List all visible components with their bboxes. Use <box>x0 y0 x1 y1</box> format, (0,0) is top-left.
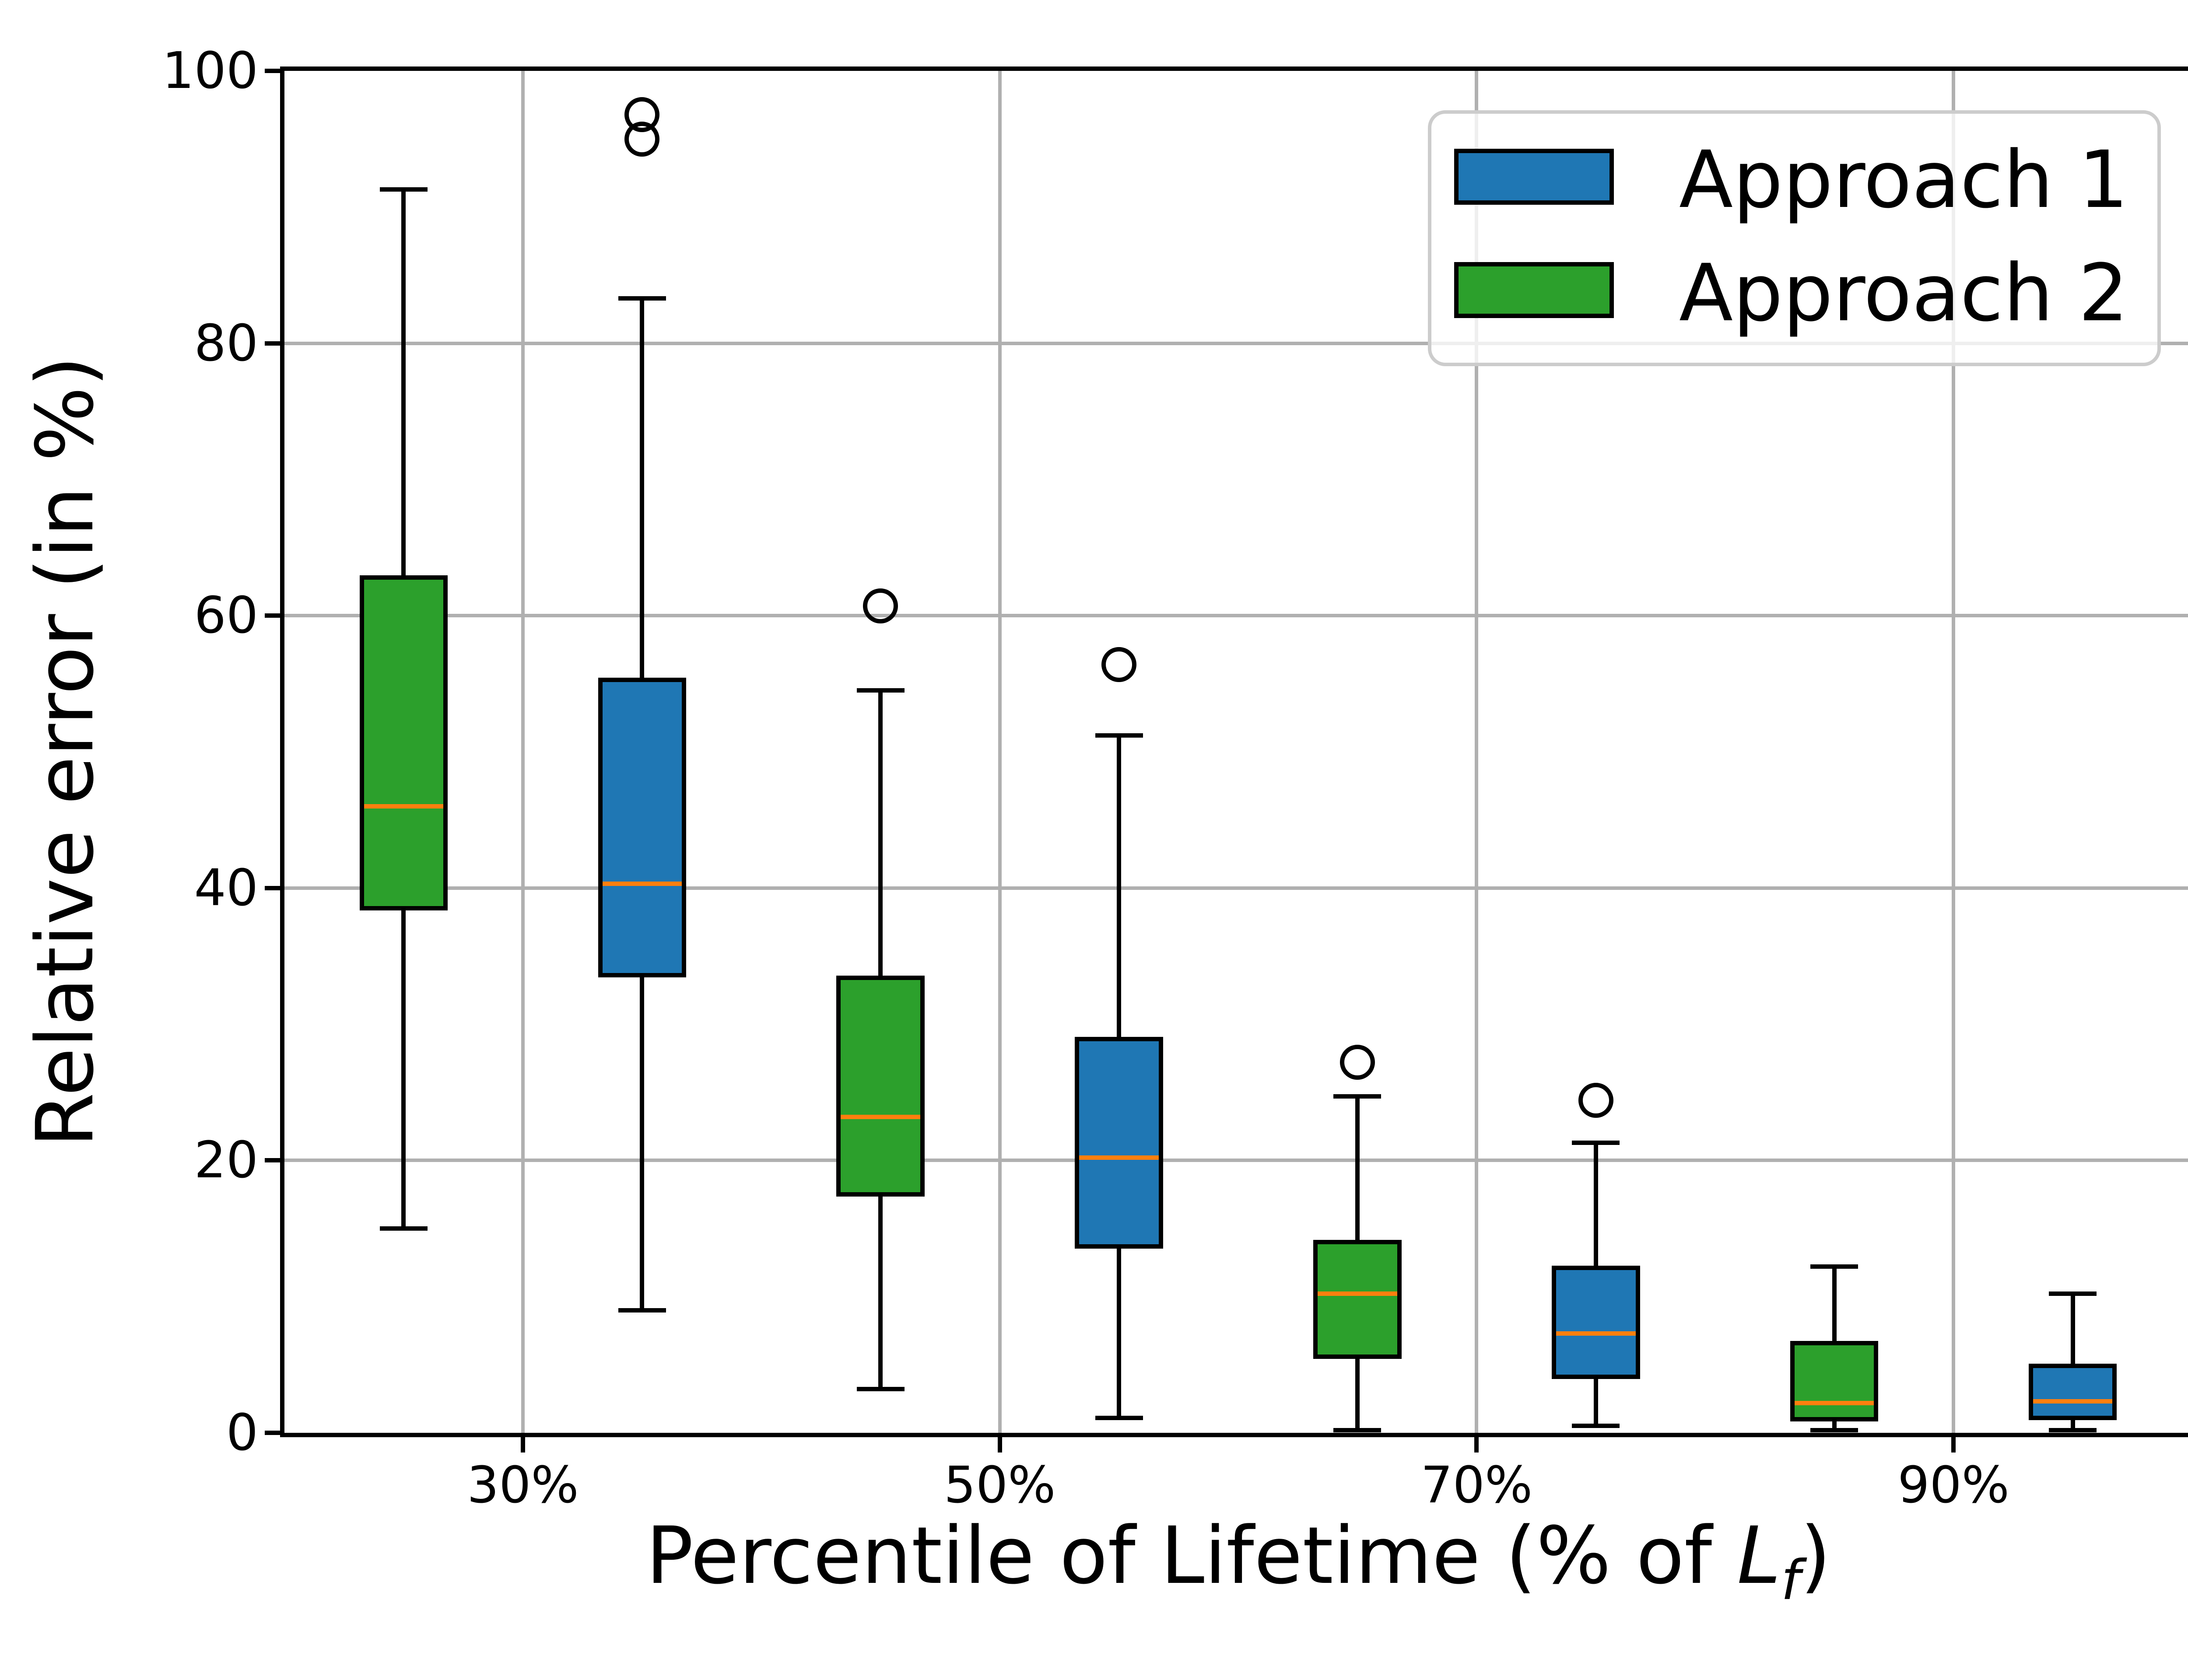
x-tick-label-90: 90% <box>1897 1456 2009 1515</box>
gridline-x-70 <box>1475 71 1479 1433</box>
gridline-x-50 <box>998 71 1002 1433</box>
whisker-cap-bottom-3 <box>856 1387 905 1392</box>
y-tick-label-60: 60 <box>194 586 258 645</box>
outlier-6-1 <box>1578 1083 1613 1118</box>
whisker-cap-top-3 <box>856 688 905 693</box>
gridline-y-60 <box>284 614 2188 618</box>
outlier-5-1 <box>1339 1045 1375 1080</box>
gridline-y-40 <box>284 886 2188 890</box>
x-axis-label-variable: L <box>1737 1510 1781 1602</box>
whisker-cap-bottom-2 <box>618 1308 666 1312</box>
legend-label-approach-1: Approach 1 <box>1679 134 2128 226</box>
median-line-5 <box>1318 1292 1397 1296</box>
box-2-approach-1 <box>598 677 687 978</box>
median-line-1 <box>364 804 444 809</box>
y-tick-label-0: 0 <box>226 1404 258 1462</box>
median-line-3 <box>841 1114 920 1119</box>
x-tick-70 <box>1474 1437 1479 1452</box>
whisker-cap-top-8 <box>2049 1292 2097 1296</box>
legend: Approach 1 Approach 2 <box>1428 110 2161 366</box>
legend-label-approach-2: Approach 2 <box>1679 248 2128 339</box>
outlier-4-1 <box>1101 647 1137 682</box>
whisker-cap-bottom-5 <box>1333 1428 1382 1432</box>
legend-swatch-approach-2 <box>1454 262 1614 318</box>
whisker-cap-top-4 <box>1095 733 1143 738</box>
whisker-cap-top-6 <box>1572 1140 1620 1145</box>
whisker-cap-top-7 <box>1810 1264 1858 1269</box>
x-axis-label-subscript: f <box>1781 1549 1800 1612</box>
whisker-cap-bottom-1 <box>379 1226 428 1231</box>
median-line-6 <box>1556 1331 1636 1336</box>
whisker-cap-top-2 <box>618 296 666 301</box>
y-tick-label-20: 20 <box>194 1131 258 1190</box>
gridline-x-90 <box>1952 71 1956 1433</box>
x-tick-50 <box>997 1437 1002 1452</box>
x-tick-label-70: 70% <box>1420 1456 1533 1515</box>
whisker-cap-top-5 <box>1333 1094 1382 1099</box>
y-tick-100 <box>265 69 280 73</box>
x-axis-label-suffix: ) <box>1800 1510 1831 1602</box>
x-tick-30 <box>520 1437 525 1452</box>
y-tick-60 <box>265 613 280 618</box>
legend-swatch-approach-1 <box>1454 149 1614 205</box>
box-1-approach-2 <box>359 575 448 911</box>
whisker-cap-bottom-6 <box>1572 1424 1620 1428</box>
whisker-cap-top-1 <box>379 187 428 192</box>
gridline-y-20 <box>284 1158 2188 1162</box>
x-tick-90 <box>1951 1437 1956 1452</box>
x-tick-label-50: 50% <box>943 1456 1056 1515</box>
y-axis-label: Relative error (in %) <box>20 356 111 1148</box>
outlier-3-1 <box>863 588 898 624</box>
box-6-approach-1 <box>1552 1266 1640 1379</box>
x-axis-label-text: Percentile of Lifetime (% of <box>645 1510 1737 1602</box>
median-line-2 <box>602 882 682 886</box>
median-line-4 <box>1079 1155 1159 1160</box>
y-tick-label-40: 40 <box>194 858 258 917</box>
median-line-8 <box>2033 1399 2113 1404</box>
y-tick-0 <box>265 1431 280 1435</box>
y-tick-20 <box>265 1158 280 1163</box>
whisker-cap-bottom-7 <box>1810 1428 1858 1432</box>
outlier-2-2 <box>624 97 660 132</box>
x-tick-label-30: 30% <box>467 1456 579 1515</box>
gridline-y-80 <box>284 341 2188 345</box>
gridline-x-30 <box>521 71 525 1433</box>
y-tick-label-100: 100 <box>162 42 259 100</box>
y-tick-40 <box>265 886 280 890</box>
median-line-7 <box>1794 1400 1874 1405</box>
box-7-approach-2 <box>1790 1340 1879 1421</box>
y-tick-80 <box>265 341 280 346</box>
whisker-cap-bottom-4 <box>1095 1415 1143 1420</box>
box-4-approach-1 <box>1075 1037 1163 1249</box>
box-5-approach-2 <box>1313 1240 1402 1359</box>
x-axis-label: Percentile of Lifetime (% of Lf) <box>646 1515 1831 1608</box>
y-tick-label-80: 80 <box>194 314 258 373</box>
box-3-approach-2 <box>836 976 925 1197</box>
whisker-line-8 <box>2070 1292 2075 1432</box>
box-8-approach-1 <box>2028 1364 2117 1420</box>
whisker-cap-bottom-8 <box>2049 1428 2097 1432</box>
